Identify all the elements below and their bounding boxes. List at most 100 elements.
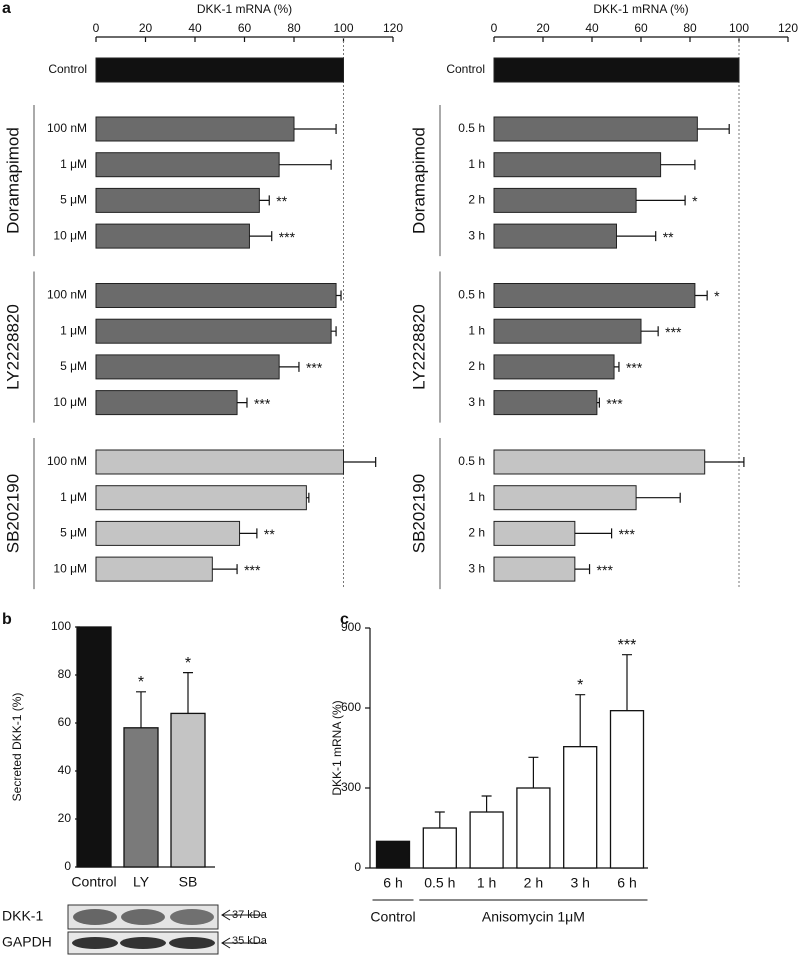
y-tick-label: 0 xyxy=(354,860,361,874)
bar xyxy=(493,152,662,178)
panel-label: c xyxy=(340,611,349,628)
error-bar xyxy=(641,326,659,337)
bar xyxy=(493,390,598,416)
y-axis-title: Secreted DKK-1 (%) xyxy=(10,693,24,802)
bar xyxy=(95,354,280,380)
error-bar xyxy=(616,231,657,242)
x-tick-label: 120 xyxy=(778,21,798,35)
category-label: 3 h xyxy=(468,228,485,242)
x-axis-title: DKK-1 mRNA (%) xyxy=(197,2,292,16)
bar xyxy=(609,710,645,869)
category-label: 0.5 h xyxy=(458,121,485,135)
category-label: Control xyxy=(48,62,87,76)
error-bar xyxy=(136,691,146,728)
group-label: Control xyxy=(370,909,415,925)
category-label: 1 h xyxy=(468,157,485,171)
significance: *** xyxy=(626,360,643,376)
x-tick-label: 120 xyxy=(383,21,403,35)
error-bar xyxy=(574,564,591,575)
significance: * xyxy=(138,674,144,691)
blot-band xyxy=(72,937,118,949)
error-bar xyxy=(596,397,600,408)
y-tick-label: 80 xyxy=(58,667,72,681)
category-label: 10 μM xyxy=(53,228,87,242)
x-tick-label: 2 h xyxy=(524,875,543,891)
category-label: 2 h xyxy=(468,359,485,373)
category-label: 1 h xyxy=(468,490,485,504)
error-bar xyxy=(279,159,332,170)
category-label: 100 nM xyxy=(47,454,87,468)
y-tick-label: 0 xyxy=(64,859,71,873)
error-bar xyxy=(239,528,258,539)
category-label: 1 μM xyxy=(60,157,87,171)
error-bar xyxy=(704,457,745,467)
significance: * xyxy=(577,677,583,694)
error-bar xyxy=(622,654,632,711)
significance: *** xyxy=(618,637,637,654)
significance: * xyxy=(185,655,191,672)
error-bar xyxy=(614,361,620,372)
error-bar xyxy=(306,492,310,503)
category-label: 1 μM xyxy=(60,490,87,504)
bar xyxy=(95,187,260,213)
significance: ** xyxy=(264,526,275,542)
significance: *** xyxy=(244,562,261,578)
x-tick-label: 60 xyxy=(634,21,648,35)
category-label: 0.5 h xyxy=(458,288,485,302)
group-label: SB202190 xyxy=(3,474,22,553)
x-tick-label: 60 xyxy=(238,21,252,35)
significance: ** xyxy=(276,193,287,209)
bar xyxy=(563,746,598,869)
x-tick-label: 6 h xyxy=(617,875,636,891)
group-label: SB202190 xyxy=(409,474,428,553)
bar xyxy=(469,811,504,869)
category-label: 5 μM xyxy=(60,359,87,373)
error-bar xyxy=(343,457,377,467)
bar xyxy=(76,626,112,868)
category-label: 1 h xyxy=(468,323,485,337)
bar xyxy=(95,283,337,308)
error-bar xyxy=(294,124,337,134)
significance: *** xyxy=(597,562,614,578)
significance: *** xyxy=(254,395,271,411)
significance: *** xyxy=(665,324,682,340)
significance: *** xyxy=(619,526,636,542)
error-bar xyxy=(694,290,708,301)
y-tick-label: 40 xyxy=(58,763,72,777)
blot-band xyxy=(73,909,117,925)
bar xyxy=(95,116,295,142)
x-tick-label: SB xyxy=(179,874,198,890)
error-bar xyxy=(336,290,342,301)
x-tick-label: Control xyxy=(71,874,116,890)
bar xyxy=(95,485,307,511)
x-tick-label: LY xyxy=(133,874,150,890)
bar xyxy=(493,354,615,380)
category-label: 2 h xyxy=(468,193,485,207)
panel-label: a xyxy=(2,0,11,17)
blot-label: DKK-1 xyxy=(2,908,43,924)
category-label: 5 μM xyxy=(60,526,87,540)
bar xyxy=(493,223,617,249)
x-tick-label: 40 xyxy=(585,21,599,35)
bar xyxy=(422,827,457,869)
blot-size: 35 kDa xyxy=(232,935,268,947)
bar xyxy=(95,318,332,344)
bar xyxy=(493,485,637,511)
category-label: 3 h xyxy=(468,561,485,575)
error-bar xyxy=(481,795,492,812)
x-tick-label: 1 h xyxy=(477,875,496,891)
significance: *** xyxy=(279,229,296,245)
category-label: 5 μM xyxy=(60,193,87,207)
x-tick-label: 100 xyxy=(333,21,353,35)
x-axis-title: DKK-1 mRNA (%) xyxy=(593,2,688,16)
error-bar xyxy=(212,564,238,575)
y-tick-label: 900 xyxy=(341,620,361,634)
error-bar xyxy=(636,492,681,503)
error-bar xyxy=(636,195,686,206)
significance: * xyxy=(714,288,720,304)
category-label: 2 h xyxy=(468,526,485,540)
group-label: Anisomycin 1μM xyxy=(482,909,585,925)
error-bar xyxy=(528,756,539,788)
group-label: Doramapimod xyxy=(409,127,428,234)
